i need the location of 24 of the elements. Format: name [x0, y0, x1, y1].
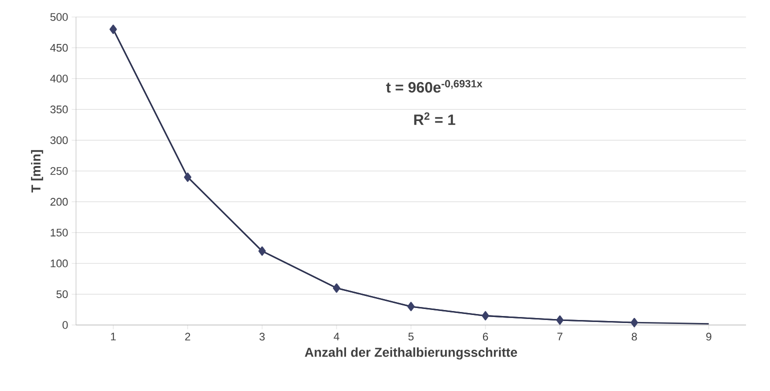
- annotation: R$^{2}$ = 1: [414, 112, 456, 125]
- x-tick-label: 5: [408, 332, 414, 340]
- x-tick-label: 4: [334, 332, 340, 340]
- x-tick-label: 6: [482, 332, 488, 341]
- y-tick-label: 100: [50, 260, 68, 268]
- x-axis-title: Anzahl der Zeithalbierungsschritte: [304, 347, 518, 360]
- x-tick-label: 2: [185, 332, 190, 340]
- x-tick-label: 7: [557, 332, 562, 340]
- y-tick-label: 0: [62, 321, 68, 329]
- y-tick-label: 200: [50, 198, 68, 206]
- y-axis-title: T [min]: [31, 150, 44, 192]
- x-tick-label: 1: [111, 332, 116, 340]
- y-tick-label: 500: [50, 13, 68, 21]
- y-tick-label: 350: [50, 106, 68, 114]
- y-tick-label: 450: [50, 44, 68, 52]
- annotation: t = 960e$^{-0,6931x}$: [386, 80, 482, 93]
- y-tick-label: 150: [50, 228, 68, 236]
- y-tick-label: 400: [50, 74, 68, 82]
- x-tick-label: 3: [259, 332, 265, 341]
- x-tick-label: 8: [632, 332, 637, 341]
- y-tick-label: 300: [50, 136, 68, 144]
- y-tick-label: 250: [50, 167, 68, 175]
- y-tick-label: 50: [56, 290, 68, 298]
- x-tick-label: 9: [706, 332, 712, 341]
